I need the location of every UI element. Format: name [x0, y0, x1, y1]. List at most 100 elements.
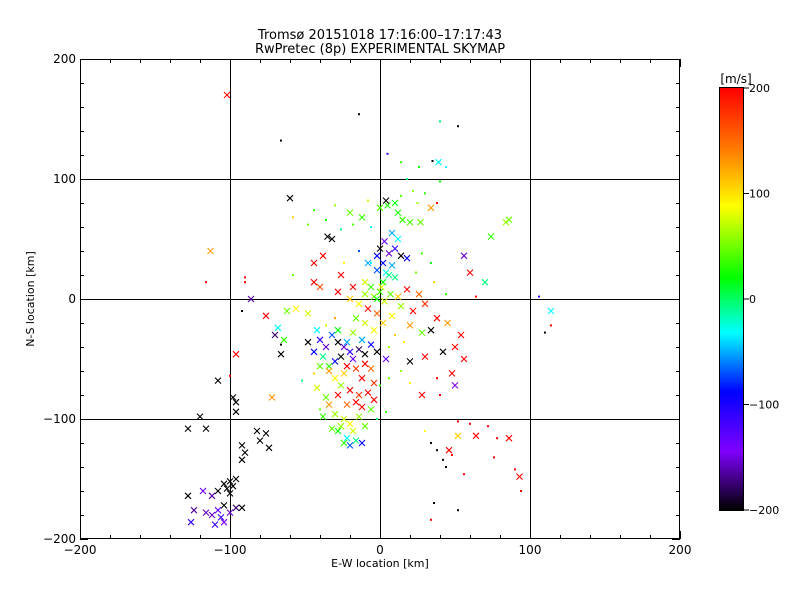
data-point-dot: [433, 281, 435, 284]
marker-stroke: [358, 336, 366, 344]
marker-stroke: [187, 518, 195, 526]
marker-stroke: [184, 425, 192, 432]
data-point-x-marker: [376, 288, 384, 296]
marker-stroke: [388, 312, 396, 320]
marker-stroke: [391, 199, 399, 207]
chart-title-line2: RwPretec (8p) EXPERIMENTAL SKYMAP: [255, 42, 505, 57]
marker-stroke: [256, 437, 264, 444]
marker-stroke: [337, 271, 345, 279]
marker-stroke: [346, 442, 354, 449]
data-point-x-marker: [376, 245, 384, 252]
marker-stroke: [277, 350, 285, 358]
data-point-x-marker: [364, 389, 372, 396]
data-point-x-marker: [214, 377, 222, 384]
data-point-x-marker: [232, 398, 240, 406]
marker-stroke: [382, 197, 390, 204]
data-point-x-marker: [319, 353, 327, 360]
marker-stroke: [220, 480, 228, 488]
data-point-x-marker: [355, 300, 363, 308]
data-point-x-marker: [472, 432, 480, 440]
data-point-x-marker: [451, 382, 459, 389]
data-point-dot: [544, 331, 546, 334]
data-point-x-marker: [262, 430, 270, 437]
data-point-x-marker: [256, 437, 264, 444]
data-point-x-marker: [460, 355, 468, 363]
data-point-x-marker: [286, 194, 294, 202]
y-tick-label: −100: [43, 412, 76, 426]
marker-stroke: [373, 266, 381, 274]
marker-stroke: [367, 406, 375, 413]
marker-stroke: [445, 446, 453, 454]
data-point-x-marker: [361, 350, 369, 358]
marker-stroke: [207, 247, 214, 255]
marker-stroke: [421, 353, 429, 360]
data-point-x-marker: [378, 283, 385, 291]
marker-stroke: [385, 271, 393, 279]
marker-stroke: [433, 314, 441, 322]
data-point-x-marker: [328, 425, 336, 432]
data-point-x-marker: [187, 518, 195, 526]
marker-stroke: [397, 302, 405, 310]
marker-stroke: [421, 300, 429, 308]
colorbar-tick-label: 200: [749, 82, 770, 95]
data-point-x-marker: [384, 202, 391, 209]
marker-stroke: [226, 509, 234, 516]
data-point-x-marker: [304, 338, 312, 346]
marker-stroke: [378, 283, 385, 291]
data-point-x-marker: [388, 312, 396, 320]
data-point-x-marker: [316, 336, 324, 344]
marker-stroke: [241, 449, 249, 456]
data-point-x-marker: [340, 343, 348, 351]
marker-stroke: [364, 389, 372, 396]
data-point-dot: [334, 317, 336, 320]
data-point-x-marker: [292, 305, 300, 312]
data-point-x-marker: [265, 444, 273, 452]
data-point-dot: [358, 113, 360, 116]
data-point-x-marker: [388, 229, 396, 237]
marker-stroke: [340, 439, 348, 447]
data-point-x-marker: [448, 370, 456, 377]
data-point-x-marker: [394, 293, 402, 300]
marker-stroke: [232, 475, 240, 483]
marker-stroke: [325, 367, 333, 375]
marker-stroke: [418, 329, 426, 336]
marker-stroke: [427, 204, 435, 212]
marker-stroke: [334, 338, 342, 346]
marker-stroke: [304, 310, 312, 317]
data-point-dot: [418, 166, 420, 168]
data-point-x-marker: [373, 310, 381, 317]
marker-stroke: [448, 370, 456, 377]
marker-stroke: [358, 214, 366, 221]
marker-stroke: [310, 259, 318, 267]
data-point-dot: [430, 262, 432, 264]
marker-stroke: [319, 353, 327, 360]
marker-stroke: [418, 391, 426, 399]
data-point-dot: [475, 295, 477, 298]
marker-stroke: [343, 338, 351, 346]
marker-stroke: [229, 482, 237, 490]
data-point-x-marker: [382, 355, 390, 363]
data-point-x-marker: [313, 326, 321, 334]
data-point-dot: [334, 204, 336, 207]
data-point-x-marker: [343, 362, 351, 370]
data-point-dot: [343, 262, 345, 264]
data-point-x-marker: [343, 401, 351, 408]
data-point-x-marker: [370, 396, 378, 404]
marker-stroke: [376, 204, 384, 212]
marker-stroke: [346, 348, 354, 356]
data-point-dot: [241, 310, 243, 312]
data-point-x-marker: [304, 310, 312, 317]
data-point-x-marker: [229, 482, 237, 490]
marker-stroke: [226, 478, 234, 485]
data-point-x-marker: [207, 247, 214, 255]
data-point-x-marker: [223, 91, 231, 99]
data-point-x-marker: [232, 475, 240, 483]
data-point-x-marker: [184, 425, 192, 432]
data-point-x-marker: [409, 307, 417, 315]
data-point-dot: [415, 271, 417, 274]
marker-stroke: [286, 194, 294, 202]
marker-stroke: [232, 408, 240, 416]
data-point-dot: [421, 252, 423, 255]
data-point-dot: [280, 139, 282, 142]
data-point-dot: [520, 490, 522, 492]
